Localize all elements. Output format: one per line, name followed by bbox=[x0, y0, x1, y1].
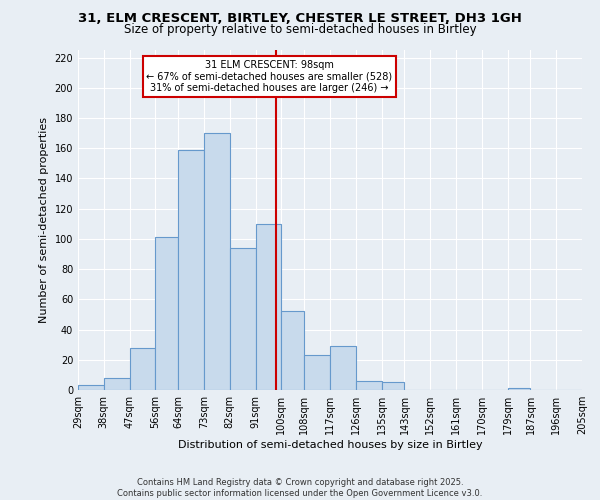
Bar bbox=[104, 378, 130, 390]
Bar bbox=[382, 382, 404, 390]
Bar bbox=[130, 348, 155, 390]
Bar bbox=[155, 238, 178, 390]
Bar bbox=[356, 381, 382, 390]
Bar bbox=[230, 248, 256, 390]
Bar bbox=[78, 386, 104, 390]
Bar bbox=[304, 355, 330, 390]
Text: 31, ELM CRESCENT, BIRTLEY, CHESTER LE STREET, DH3 1GH: 31, ELM CRESCENT, BIRTLEY, CHESTER LE ST… bbox=[78, 12, 522, 26]
Bar bbox=[256, 224, 281, 390]
Text: Contains HM Land Registry data © Crown copyright and database right 2025.
Contai: Contains HM Land Registry data © Crown c… bbox=[118, 478, 482, 498]
Y-axis label: Number of semi-detached properties: Number of semi-detached properties bbox=[39, 117, 49, 323]
Text: 31 ELM CRESCENT: 98sqm
← 67% of semi-detached houses are smaller (528)
31% of se: 31 ELM CRESCENT: 98sqm ← 67% of semi-det… bbox=[146, 60, 392, 94]
Bar bbox=[204, 133, 230, 390]
Bar bbox=[281, 312, 304, 390]
Text: Size of property relative to semi-detached houses in Birtley: Size of property relative to semi-detach… bbox=[124, 22, 476, 36]
X-axis label: Distribution of semi-detached houses by size in Birtley: Distribution of semi-detached houses by … bbox=[178, 440, 482, 450]
Bar bbox=[330, 346, 356, 390]
Bar bbox=[508, 388, 530, 390]
Bar bbox=[178, 150, 204, 390]
